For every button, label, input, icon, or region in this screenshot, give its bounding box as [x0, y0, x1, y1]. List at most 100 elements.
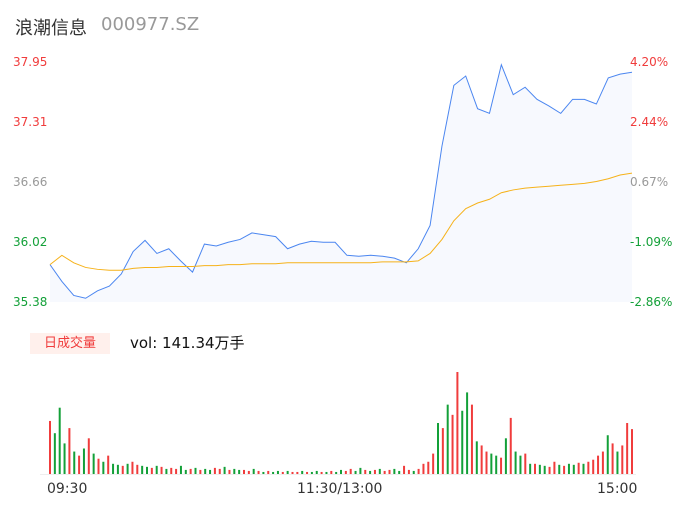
volume-bar: [587, 461, 590, 474]
volume-bar: [165, 468, 168, 474]
volume-bar: [538, 464, 541, 474]
volume-bar: [276, 470, 279, 474]
volume-bar: [373, 469, 376, 474]
volume-bar: [388, 469, 391, 474]
volume-bar: [441, 428, 444, 474]
volume-bar: [49, 420, 51, 474]
volume-bar: [553, 461, 556, 474]
volume-bar: [616, 451, 619, 474]
volume-bar: [509, 417, 512, 474]
volume-bar: [310, 471, 313, 474]
volume-bar: [606, 435, 609, 474]
volume-bar: [136, 464, 139, 474]
pct-axis-label: 4.20%: [630, 55, 669, 69]
stock-name: 浪潮信息: [15, 18, 87, 39]
volume-bar: [621, 445, 624, 474]
volume-bar: [631, 429, 633, 474]
volume-bar: [572, 464, 575, 474]
price-line: [49, 63, 633, 299]
volume-bar: [194, 467, 197, 474]
volume-bar: [393, 468, 396, 474]
volume-bar: [53, 433, 56, 474]
stock-code: 000977.SZ: [101, 14, 200, 35]
volume-bar: [514, 451, 517, 474]
volume-bar: [592, 459, 595, 474]
volume-bar: [141, 465, 144, 474]
volume-bar: [534, 463, 536, 474]
volume-bar: [398, 470, 401, 474]
volume-bar: [131, 461, 134, 474]
pct-axis-label: -1.09%: [630, 235, 673, 249]
volume-bar: [296, 471, 299, 474]
volume-badge: 日成交量: [30, 333, 110, 354]
volume-bar: [378, 468, 381, 474]
volume-bar: [519, 455, 522, 474]
avg-price-line: [49, 172, 633, 271]
volume-bar: [175, 468, 178, 474]
volume-bar: [315, 470, 318, 474]
volume-bar: [238, 469, 241, 474]
volume-bar: [437, 423, 439, 474]
volume-bar: [58, 407, 61, 474]
volume-bar: [306, 471, 309, 474]
volume-bar: [92, 453, 95, 474]
volume-bar: [601, 451, 604, 474]
volume-bar: [78, 455, 81, 474]
volume-bar: [456, 372, 459, 474]
volume-bar: [597, 455, 600, 474]
volume-bar: [354, 470, 357, 474]
volume-bar: [204, 468, 207, 474]
volume-bar: [364, 469, 367, 474]
volume-bar: [228, 469, 231, 474]
volume-bar: [112, 463, 115, 474]
volume-bar: [567, 463, 570, 474]
volume-bar: [383, 470, 386, 474]
volume-bar: [223, 466, 226, 474]
volume-bar: [490, 453, 493, 474]
volume-bar: [500, 457, 503, 474]
volume-bar: [247, 470, 250, 474]
x-tick-label: 09:30: [47, 481, 88, 497]
volume-bar: [480, 445, 483, 474]
volume-bar: [68, 428, 71, 474]
volume-bar: [470, 404, 473, 474]
volume-bar: [281, 471, 284, 474]
volume-bar: [427, 461, 430, 474]
pct-axis-label: 2.44%: [630, 115, 669, 129]
volume-bar: [432, 453, 435, 474]
volume-bar: [359, 467, 362, 474]
volume-bar: [412, 470, 415, 474]
volume-bar: [189, 468, 192, 474]
volume-bar: [233, 468, 236, 474]
volume-bar: [451, 414, 454, 474]
volume-bar: [335, 471, 338, 474]
volume-bar: [558, 464, 561, 474]
pct-axis-label: -2.86%: [630, 295, 673, 309]
volume-bar: [257, 470, 260, 474]
volume-bar: [243, 469, 245, 474]
volume-bar: [184, 469, 187, 474]
volume-bar: [82, 448, 85, 474]
volume-bar: [340, 469, 342, 474]
volume-bar: [291, 471, 294, 474]
volume-bar: [272, 471, 275, 474]
volume-bar: [97, 458, 100, 474]
volume-bar: [73, 451, 76, 474]
volume-bar: [466, 392, 469, 474]
volume-bar: [146, 466, 148, 474]
volume-bar: [504, 438, 507, 474]
volume-bar: [626, 423, 629, 474]
volume-bar: [218, 468, 221, 474]
volume-bar: [286, 470, 289, 474]
volume-bar: [344, 470, 347, 474]
volume-bar: [543, 465, 546, 474]
pct-axis-label: 0.67%: [630, 175, 669, 189]
volume-bar: [563, 465, 566, 474]
volume-bar: [199, 469, 202, 474]
volume-bar: [150, 467, 153, 474]
volume-bar: [102, 461, 105, 474]
volume-bar: [170, 467, 173, 474]
volume-bar: [577, 462, 580, 474]
